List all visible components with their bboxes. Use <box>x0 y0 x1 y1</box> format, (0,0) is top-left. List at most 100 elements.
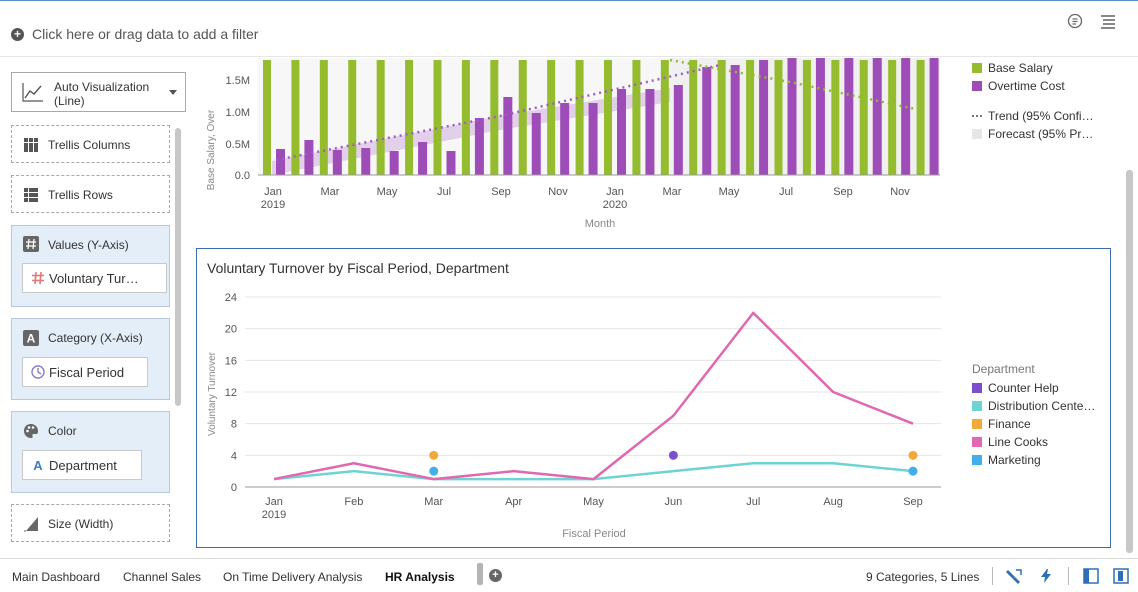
filter-bar[interactable]: + Click here or drag data to add a filte… <box>0 1 1138 57</box>
chart1-x-axis-label: Month <box>585 218 616 230</box>
y-tick-label: 12 <box>225 387 237 399</box>
legend-swatch <box>972 129 982 139</box>
y-axis-label: Voluntary Turnover <box>207 351 218 436</box>
category-x-axis-dropzone[interactable]: A Category (X-Axis) Fiscal Period <box>11 318 170 400</box>
tab-channel-sales[interactable]: Channel Sales <box>123 570 202 584</box>
size-width-dropzone[interactable]: Size (Width) <box>11 504 170 542</box>
legend-label: Counter Help <box>988 381 1059 395</box>
voluntary-turnover-chart[interactable]: Voluntary Turnover by Fiscal Period, Dep… <box>196 248 1111 548</box>
visualization-type-label: Auto Visualization <box>54 80 150 94</box>
brush-icon[interactable] <box>1006 568 1022 584</box>
tab-on-time-delivery-analysis[interactable]: On Time Delivery Analysis <box>223 570 363 584</box>
overtime-cost-bar <box>702 67 712 175</box>
chart1-x-tick-label: Sep <box>833 186 853 198</box>
attribute-icon: A <box>23 330 39 346</box>
overtime-cost-bar <box>332 150 342 175</box>
overtime-cost-bar <box>531 113 541 175</box>
department-chip[interactable]: A Department <box>22 450 142 480</box>
trellis-rows-dropzone[interactable]: Trellis Rows <box>11 175 170 213</box>
chart1-y-axis-label: Base Salary, Over <box>206 109 217 190</box>
base-salary-bar <box>689 60 698 175</box>
trellis-columns-label: Trellis Columns <box>48 138 131 152</box>
base-salary-bar <box>916 60 925 175</box>
base-salary-bar <box>461 60 470 175</box>
overtime-cost-bar <box>673 85 683 175</box>
chart1-y-tick-label: 1.5M <box>226 75 250 87</box>
chart1-y-tick-label: 1.0M <box>226 107 250 119</box>
gridlines <box>245 296 941 488</box>
y-tick-label: 8 <box>231 419 237 431</box>
x-tick-label: Mar <box>424 496 443 508</box>
base-salary-bar <box>405 60 414 175</box>
forecast-line <box>669 58 921 112</box>
department-chip-label: Department <box>49 458 117 473</box>
chart1-x-tick-label: May <box>719 186 740 198</box>
legend-swatch <box>972 401 982 411</box>
auto-apply-icon[interactable] <box>1038 568 1054 584</box>
legend-swatch <box>972 63 982 73</box>
overtime-cost-bar <box>503 97 513 175</box>
legend-label: Marketing <box>988 453 1041 467</box>
base-salary-bar <box>376 60 385 175</box>
x-tick-label: Sep <box>903 496 923 508</box>
x-tick-label: Feb <box>344 496 363 508</box>
base-salary-bar <box>802 60 811 175</box>
legend-label: Overtime Cost <box>988 79 1065 93</box>
chart1-x-tick-year: 2020 <box>603 199 627 211</box>
base-salary-bar <box>433 60 442 175</box>
overtime-cost-bar <box>304 140 314 175</box>
properties-panel-toggle-icon[interactable] <box>1113 568 1129 584</box>
filter-placeholder[interactable]: Click here or drag data to add a filter <box>32 26 259 42</box>
chevron-down-icon[interactable] <box>169 90 177 95</box>
tab-main-dashboard[interactable]: Main Dashboard <box>12 570 101 584</box>
menu-icon[interactable] <box>1100 13 1116 29</box>
visualization-type-select[interactable]: Auto Visualization (Line) <box>11 72 186 112</box>
x-tick-label: Jul <box>746 496 760 508</box>
narrate-icon[interactable] <box>1067 13 1083 29</box>
base-salary-bar <box>291 60 300 175</box>
sidebar-scrollbar[interactable] <box>175 128 181 406</box>
chart1-y-tick-label: 0.5M <box>226 139 250 151</box>
voluntary-turnover-chip-label: Voluntary Tur… <box>49 271 139 286</box>
base-salary-bar <box>604 60 612 175</box>
add-filter-icon[interactable]: + <box>11 28 24 41</box>
legend-title: Department <box>972 362 1035 376</box>
department-legend[interactable]: Counter Help Distribution Cente… Finance Li… <box>972 381 1095 467</box>
overtime-cost-bar <box>645 89 655 175</box>
trellis-columns-dropzone[interactable]: Trellis Columns <box>11 125 170 163</box>
tab-resize-handle[interactable] <box>477 563 483 585</box>
chart1-legend[interactable]: Base Salary Overtime Cost Trend (95% Confi… <box>972 61 1094 141</box>
chart1-x-tick-label: Sep <box>491 186 511 198</box>
x-tick-label: Apr <box>505 496 522 508</box>
visualization-type-sublabel: (Line) <box>54 94 85 108</box>
overtime-cost-bar <box>617 89 626 175</box>
data-panel-toggle-icon[interactable] <box>1083 568 1099 584</box>
chart1-x-tick-label: Jul <box>437 186 451 198</box>
tab-hr-analysis[interactable]: HR Analysis <box>385 570 455 584</box>
legend-swatch <box>972 455 982 465</box>
legend-label: Trend (95% Confi… <box>988 109 1094 123</box>
grammar-panel: Auto Visualization (Line) Trellis Column… <box>0 58 190 558</box>
voluntary-turnover-chip[interactable]: Voluntary Tur… <box>22 263 167 293</box>
color-dropzone[interactable]: Color A Department <box>11 411 170 493</box>
canvas-scrollbar[interactable] <box>1126 170 1133 553</box>
legend-label: Distribution Cente… <box>988 399 1095 413</box>
confidence-band <box>272 88 670 175</box>
series-points <box>429 450 918 476</box>
add-canvas-icon[interactable]: + <box>489 569 502 582</box>
overtime-cost-bar <box>588 103 598 175</box>
x-tick-label: Jan <box>265 496 283 508</box>
overtime-cost-bar <box>901 58 911 175</box>
values-y-axis-dropzone[interactable]: Values (Y-Axis) Voluntary Tur… <box>11 225 170 307</box>
top-accent-line <box>0 0 1138 1</box>
divider <box>992 567 993 585</box>
base-salary-bar <box>263 60 271 175</box>
y-tick-label: 20 <box>225 324 237 336</box>
fiscal-period-chip[interactable]: Fiscal Period <box>22 357 148 387</box>
base-salary-bar <box>319 60 328 175</box>
overtime-cost-bar <box>815 58 825 175</box>
fiscal-period-chip-label: Fiscal Period <box>49 365 125 380</box>
